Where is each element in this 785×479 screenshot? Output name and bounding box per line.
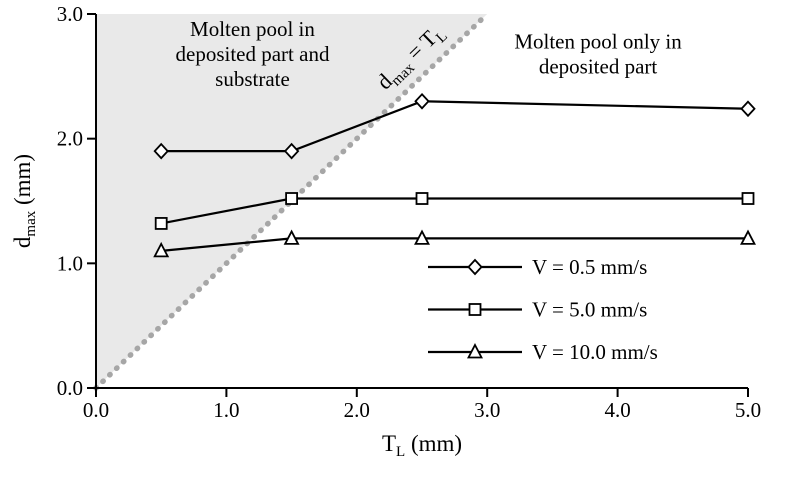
legend-label: V = 0.5 mm/s (532, 255, 647, 279)
data-point-marker-square (415, 192, 429, 205)
data-point-marker-triangle (740, 229, 756, 245)
y-tick-label: 0.0 (57, 376, 83, 400)
data-point-marker-diamond (740, 100, 756, 118)
data-point-marker-diamond (283, 142, 300, 160)
series-line (160, 197, 748, 225)
x-tick-label: 0.0 (83, 398, 109, 422)
series-line (161, 100, 749, 153)
series-line (161, 237, 748, 252)
annotation-line: Molten pool in (190, 17, 315, 41)
x-tick-label: 4.0 (604, 398, 630, 422)
y-tick-label: 1.0 (57, 251, 83, 275)
data-point-marker-triangle (414, 229, 430, 245)
data-point-marker-diamond (153, 142, 169, 160)
annotation-line: substrate (215, 67, 290, 91)
legend-item-diamond: V = 0.5 mm/s (428, 255, 647, 279)
legend-marker-square (468, 303, 482, 316)
annotation-line: deposited part and (176, 42, 330, 66)
x-tick-label: 1.0 (213, 398, 239, 422)
legend-label: V = 10.0 mm/s (532, 340, 658, 364)
x-tick-label: 3.0 (474, 398, 500, 422)
axes: 0.0 1.0 2.0 3.0 4.0 5.0 0.0 1.0 2.0 3.0 (57, 2, 761, 422)
y-tick-label: 3.0 (57, 2, 83, 26)
annotation-line: deposited part (539, 54, 658, 78)
legend: V = 0.5 mm/s V = 5.0 mm/s V = 10.0 mm/s (428, 255, 658, 364)
annotation-line: Molten pool only in (514, 29, 682, 53)
data-point-marker-square (741, 192, 755, 205)
series-triangle (153, 229, 756, 258)
data-point-marker-triangle (283, 229, 300, 245)
y-tick-label: 2.0 (57, 127, 83, 151)
x-axis-title: TL (mm) (382, 431, 462, 460)
y-axis-title: dmax (mm) (10, 154, 39, 248)
series-diamond (153, 92, 756, 160)
series-square (154, 192, 755, 230)
legend-item-square: V = 5.0 mm/s (428, 298, 647, 322)
legend-marker-diamond (467, 258, 483, 276)
data-point-marker-square (285, 192, 299, 205)
data-point-marker-triangle (153, 241, 170, 258)
data-point-marker-diamond (414, 92, 430, 110)
data-point-marker-square (154, 217, 168, 230)
x-tick-label: 5.0 (735, 398, 761, 422)
legend-item-triangle: V = 10.0 mm/s (428, 340, 658, 364)
x-tick-label: 2.0 (344, 398, 370, 422)
legend-label: V = 5.0 mm/s (532, 298, 647, 322)
legend-marker-triangle (467, 343, 483, 359)
